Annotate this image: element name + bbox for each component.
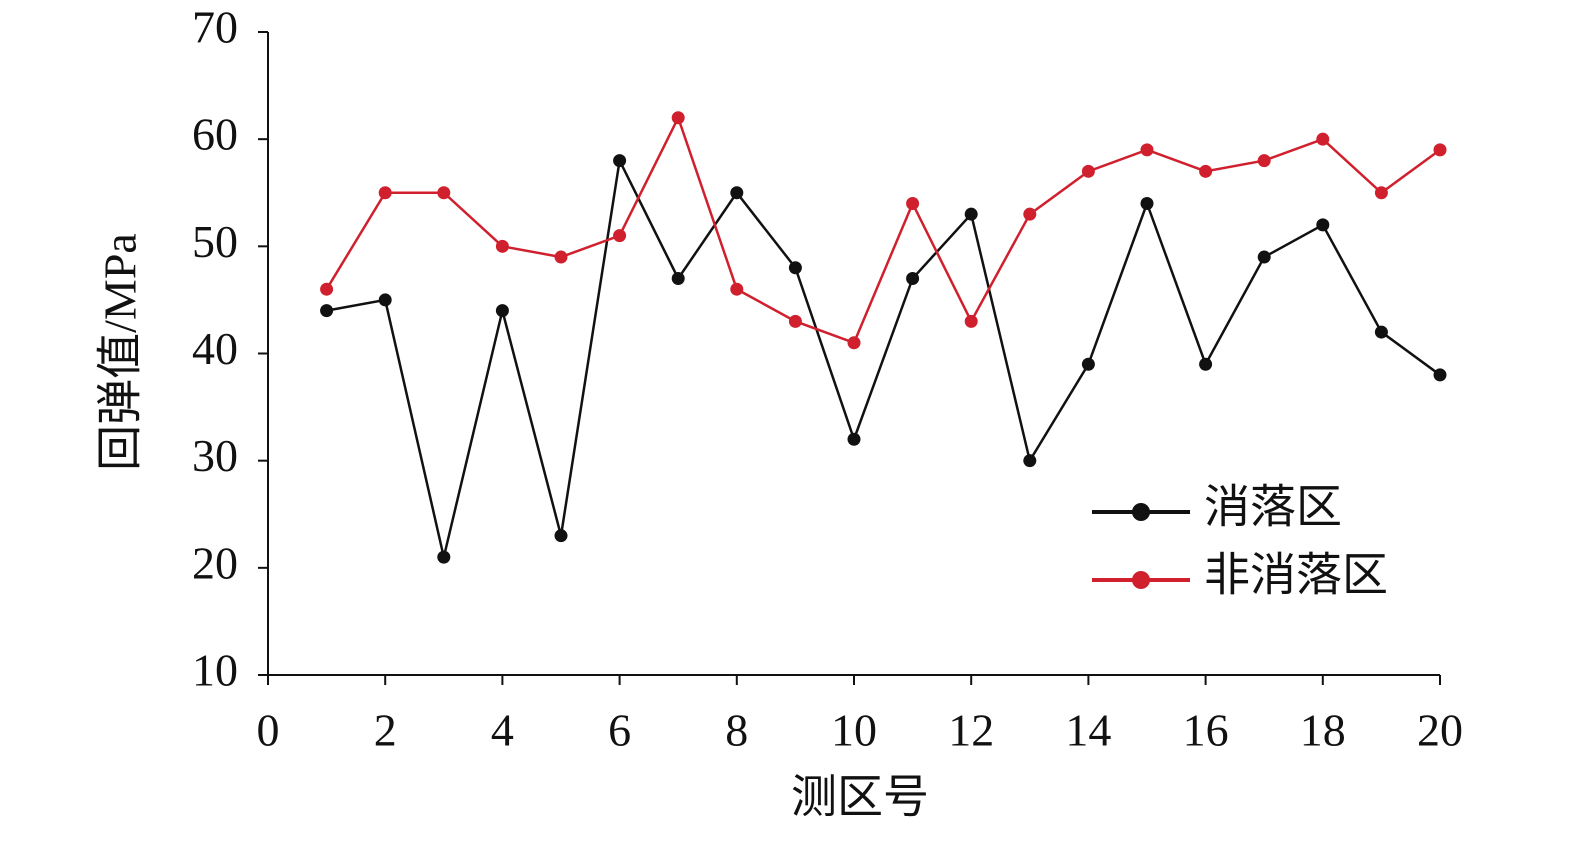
data-point <box>554 250 568 264</box>
data-point <box>847 432 861 446</box>
legend-marker <box>1132 503 1150 521</box>
legend-marker <box>1132 571 1150 589</box>
data-point <box>964 314 978 328</box>
legend-label: 消落区 <box>1204 482 1342 533</box>
legend-label: 非消落区 <box>1204 550 1388 601</box>
x-tick-label: 14 <box>1065 705 1111 756</box>
y-tick-label: 70 <box>192 2 238 53</box>
data-point <box>495 239 509 253</box>
x-tick-label: 18 <box>1300 705 1346 756</box>
data-point <box>1081 164 1095 178</box>
data-point <box>554 529 568 543</box>
data-point <box>1257 154 1271 168</box>
data-point <box>847 336 861 350</box>
data-point <box>495 304 509 318</box>
data-point <box>1374 186 1388 200</box>
data-point <box>906 271 920 285</box>
data-point <box>378 293 392 307</box>
data-point <box>1374 325 1388 339</box>
data-point <box>613 229 627 243</box>
data-point <box>730 186 744 200</box>
data-point <box>378 186 392 200</box>
data-point <box>788 314 802 328</box>
x-tick-label: 16 <box>1183 705 1229 756</box>
data-point <box>1433 143 1447 157</box>
data-point <box>671 111 685 125</box>
data-point <box>437 186 451 200</box>
x-axis-title: 测区号 <box>791 772 929 823</box>
y-tick-label: 50 <box>192 216 238 267</box>
x-tick-label: 4 <box>491 705 514 756</box>
data-point <box>671 271 685 285</box>
x-tick-label: 8 <box>725 705 748 756</box>
data-point <box>1257 250 1271 264</box>
data-point <box>320 282 334 296</box>
y-tick-label: 30 <box>192 430 238 481</box>
data-point <box>1023 454 1037 468</box>
y-tick-label: 10 <box>192 645 238 696</box>
y-tick-label: 20 <box>192 537 238 588</box>
y-tick-label: 40 <box>192 323 238 374</box>
data-point <box>906 196 920 210</box>
data-point <box>1316 218 1330 232</box>
x-tick-label: 0 <box>257 705 280 756</box>
x-tick-label: 6 <box>608 705 631 756</box>
data-point <box>730 282 744 296</box>
data-point <box>1140 196 1154 210</box>
y-tick-label: 60 <box>192 109 238 160</box>
x-tick-label: 20 <box>1417 705 1463 756</box>
data-point <box>320 304 334 318</box>
data-point <box>437 550 451 564</box>
y-axis-title: 回弹值/MPa <box>95 233 146 471</box>
data-point <box>1316 132 1330 146</box>
data-point <box>1199 164 1213 178</box>
x-tick-label: 2 <box>374 705 397 756</box>
data-point <box>964 207 978 221</box>
data-point <box>1081 357 1095 371</box>
x-tick-label: 12 <box>948 705 994 756</box>
data-point <box>1023 207 1037 221</box>
data-point <box>788 261 802 275</box>
data-point <box>1199 357 1213 371</box>
data-point <box>1433 368 1447 382</box>
data-point <box>613 154 627 168</box>
data-point <box>1140 143 1154 157</box>
series-line <box>325 114 1441 345</box>
x-tick-label: 10 <box>831 705 877 756</box>
series-line <box>326 156 1441 558</box>
